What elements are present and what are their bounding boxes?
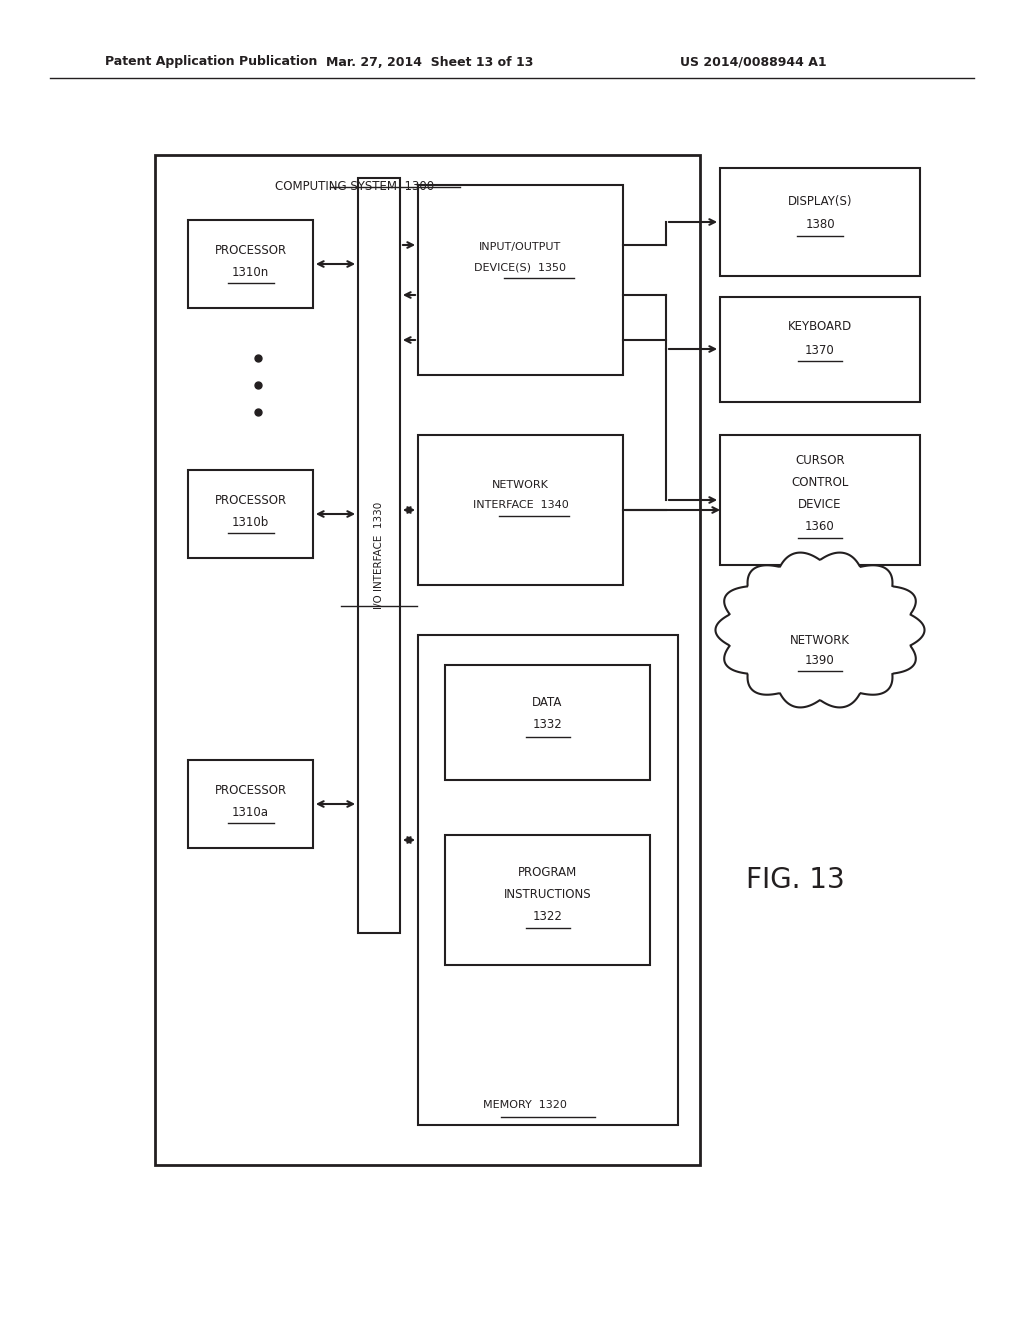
Text: 1310a: 1310a [232,805,269,818]
Text: 1380: 1380 [805,219,835,231]
Text: NETWORK: NETWORK [493,480,549,490]
Bar [155,154,700,1166]
Text: 1310b: 1310b [231,516,269,528]
Text: Mar. 27, 2014  Sheet 13 of 13: Mar. 27, 2014 Sheet 13 of 13 [327,55,534,69]
Text: 1360: 1360 [805,520,835,532]
Bar [418,635,678,1125]
Text: COMPUTING SYSTEM  1300: COMPUTING SYSTEM 1300 [275,180,434,193]
Bar [418,185,623,375]
Text: PROCESSOR: PROCESSOR [214,494,287,507]
Bar [720,436,920,565]
Text: 1310n: 1310n [231,265,269,279]
Text: 1370: 1370 [805,343,835,356]
Text: DATA: DATA [532,697,562,710]
Bar [445,836,650,965]
Text: DISPLAY(S): DISPLAY(S) [787,194,852,207]
Text: PROCESSOR: PROCESSOR [214,784,287,796]
Text: INSTRUCTIONS: INSTRUCTIONS [504,888,591,902]
Text: DEVICE(S)  1350: DEVICE(S) 1350 [474,261,566,272]
Bar [445,665,650,780]
Text: PROGRAM: PROGRAM [518,866,578,879]
Text: KEYBOARD: KEYBOARD [787,321,852,334]
Text: 1390: 1390 [805,653,835,667]
Text: I/O INTERFACE  1330: I/O INTERFACE 1330 [374,502,384,609]
Bar [720,297,920,403]
Text: NETWORK: NETWORK [790,634,850,647]
Bar [188,470,313,558]
Text: 1322: 1322 [532,911,562,924]
Text: CONTROL: CONTROL [792,475,849,488]
Bar [188,760,313,847]
Text: MEMORY  1320: MEMORY 1320 [483,1100,567,1110]
Bar [720,168,920,276]
Text: INTERFACE  1340: INTERFACE 1340 [473,500,568,510]
Polygon shape [716,553,925,708]
Text: INPUT/OUTPUT: INPUT/OUTPUT [479,242,561,252]
Bar [358,178,400,933]
Text: DEVICE: DEVICE [799,498,842,511]
Text: CURSOR: CURSOR [796,454,845,466]
Bar [188,220,313,308]
Text: Patent Application Publication: Patent Application Publication [105,55,317,69]
Text: PROCESSOR: PROCESSOR [214,243,287,256]
Bar [418,436,623,585]
Text: 1332: 1332 [532,718,562,731]
Text: FIG. 13: FIG. 13 [745,866,845,894]
Text: US 2014/0088944 A1: US 2014/0088944 A1 [680,55,826,69]
